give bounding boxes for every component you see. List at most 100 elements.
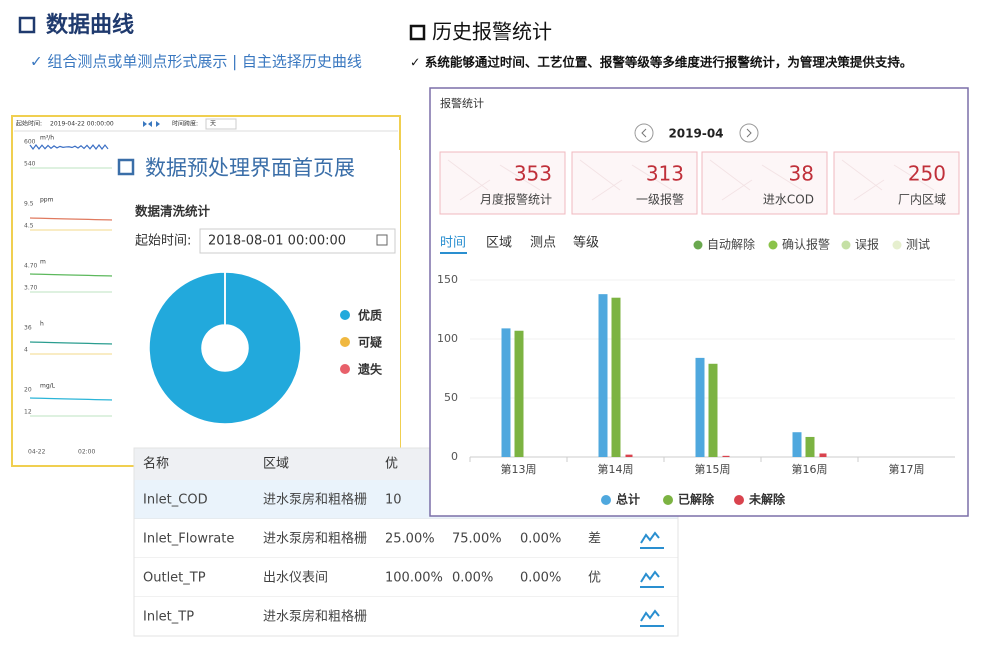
month-nav-arrow: [746, 128, 752, 138]
label: 起始时间:: [16, 120, 42, 128]
legend-dot: [340, 364, 350, 374]
calendar-icon: [376, 234, 388, 246]
strip-line: [29, 144, 109, 150]
legend-dot: [340, 337, 350, 347]
card-pattern: [447, 159, 541, 201]
filter-dot: [693, 240, 703, 250]
legend-label: 遗失: [357, 362, 383, 377]
strip-unit: m³/h: [40, 135, 54, 142]
y-tick-label: 150: [437, 273, 458, 286]
filter-label[interactable]: 测试: [906, 237, 930, 252]
legend-label: 可疑: [358, 335, 382, 350]
title-icon: [117, 158, 135, 176]
label: 起始时间:: [135, 234, 191, 249]
x-tick-label: 第15周: [695, 462, 731, 476]
bar: [625, 454, 633, 457]
table-row: [134, 519, 678, 558]
bar: [611, 297, 621, 457]
date-input: [199, 228, 396, 254]
strip-tick: 9.5: [24, 201, 34, 208]
tab[interactable]: 测点: [530, 236, 556, 251]
strip-tick: 3.70: [24, 285, 38, 292]
tab[interactable]: 等级: [573, 235, 599, 251]
bar: [819, 453, 827, 457]
strip-unit: ppm: [40, 197, 54, 204]
header-cell: 优: [385, 457, 398, 472]
bar: [598, 294, 608, 457]
table-row: [134, 597, 678, 636]
table-cell: Inlet_TP: [143, 610, 194, 625]
section-title: 数据曲线: [46, 12, 134, 38]
legend-label: 未解除: [748, 492, 786, 507]
filter-dot: [768, 240, 778, 250]
table-cell: Inlet_COD: [143, 493, 208, 508]
stat-value: 353: [514, 162, 552, 186]
filter-label[interactable]: 误报: [855, 237, 879, 252]
table-cell: 差: [588, 532, 601, 547]
select: [205, 118, 237, 130]
x-tick-label: 第17周: [889, 462, 925, 476]
section-title: 历史报警统计: [432, 20, 552, 44]
card-pattern: [841, 159, 935, 201]
bar: [722, 455, 730, 457]
table-border: [133, 447, 679, 637]
table-cell: 0.00%: [452, 571, 493, 586]
card-pattern: [709, 159, 803, 201]
stat-value: 313: [646, 162, 684, 186]
y-tick-label: 0: [451, 450, 458, 463]
tab[interactable]: 区域: [486, 236, 512, 251]
bar: [501, 328, 511, 457]
y-tick-label: 50: [444, 391, 458, 404]
table-cell: Outlet_TP: [143, 571, 206, 586]
panel-title: 数据预处理界面首页展: [145, 156, 355, 180]
nav-arrows: [143, 121, 160, 127]
month-nav[interactable]: [739, 123, 759, 143]
card-title: 数据清洗统计: [134, 204, 211, 219]
table-cell: 进水泵房和粗格栅: [263, 531, 367, 547]
table-cell: 25.00%: [385, 532, 435, 547]
trend-icon[interactable]: [640, 531, 664, 549]
strip-tick: 4.5: [24, 223, 34, 230]
x-tick-label: 第13周: [501, 462, 537, 476]
strip-tick: 600: [24, 139, 36, 146]
x-tick-label: 第14周: [598, 462, 634, 476]
section-subtitle: ✓ 系统能够通过时间、工艺位置、报警等级等多维度进行报警统计，为管理决策提供支持…: [410, 55, 912, 70]
month: 2019-04: [668, 127, 723, 141]
tab[interactable]: 时间: [440, 236, 466, 251]
legend-label: 已解除: [678, 492, 715, 507]
stat-card: [439, 151, 566, 215]
filter-dot: [841, 240, 851, 250]
legend-dot: [663, 495, 673, 505]
stat-label: 厂内区域: [898, 193, 946, 207]
trend-icon[interactable]: [640, 609, 664, 627]
bar: [708, 363, 718, 457]
table-cell: 进水泵房和粗格栅: [263, 609, 367, 625]
label: 时间跨度:: [172, 120, 198, 128]
strip-tick: 36: [24, 325, 32, 332]
stat-label: 一级报警: [636, 192, 684, 207]
title-icon: [409, 24, 426, 41]
section-subtitle: ✓ 组合测点或单测点形式展示 | 自主选择历史曲线: [30, 53, 362, 71]
bar: [695, 357, 705, 457]
stat-card: [571, 151, 698, 215]
stat-value: 250: [908, 162, 946, 186]
table-cell: Inlet_Flowrate: [143, 532, 234, 547]
trend-icon[interactable]: [640, 570, 664, 588]
stat-label: 进水COD: [763, 193, 814, 207]
label: 天: [210, 121, 216, 128]
bar: [514, 330, 524, 457]
title-icon: [18, 16, 36, 34]
table-cell: 优: [588, 571, 601, 586]
month-nav[interactable]: [634, 123, 654, 143]
table-cell: 进水泵房和粗格栅: [263, 492, 367, 508]
strip-tick: 4.70: [24, 263, 38, 270]
filter-label[interactable]: 自动解除: [707, 237, 755, 252]
table-cell: 75.00%: [452, 532, 502, 547]
filter-label[interactable]: 确认报警: [782, 237, 830, 252]
strip-unit: mg/L: [40, 383, 56, 390]
strip-tick: 540: [24, 161, 36, 168]
stat-value: 38: [789, 162, 814, 186]
legend-label: 总计: [616, 492, 640, 507]
header-cell: 区域: [263, 457, 289, 472]
